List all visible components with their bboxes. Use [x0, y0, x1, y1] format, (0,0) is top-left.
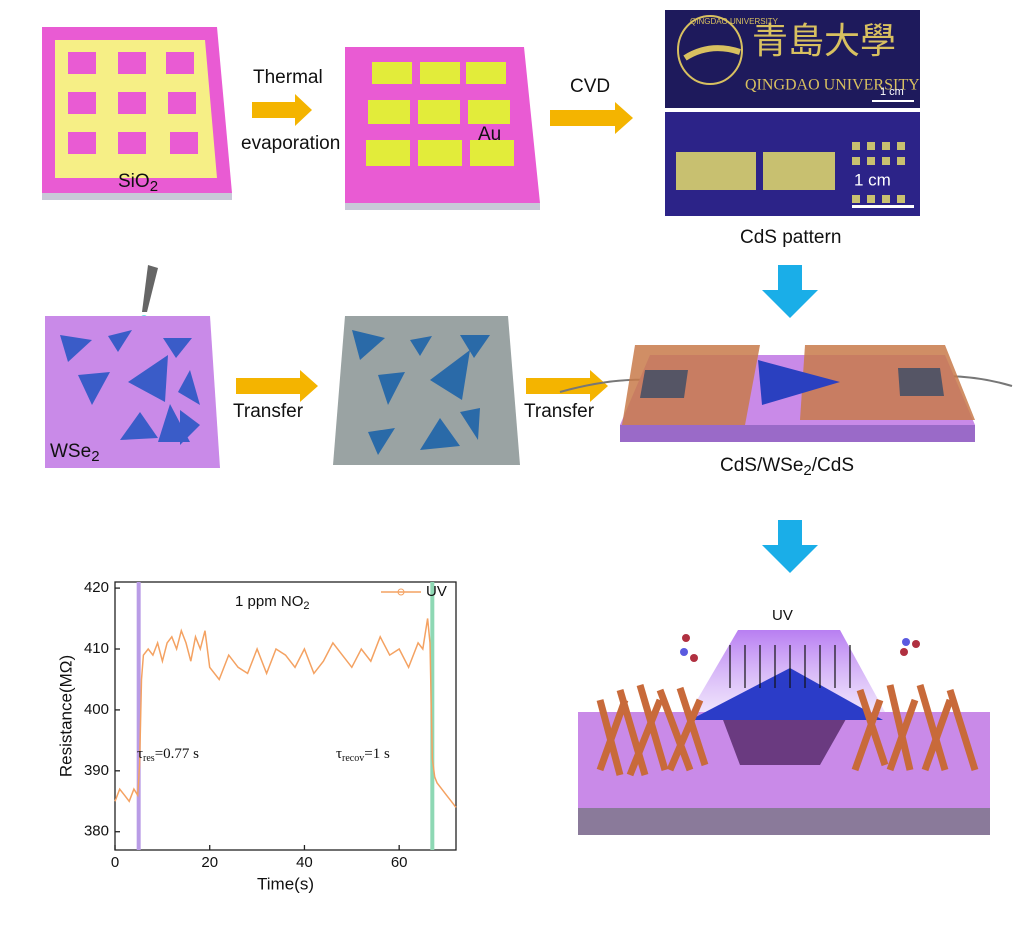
- y-tick-label: 410: [84, 640, 109, 657]
- arrow-label: Transfer: [524, 401, 595, 422]
- arrow: [526, 370, 608, 402]
- uv-label: UV: [772, 607, 793, 624]
- arrow: [762, 520, 818, 573]
- substrate-3: WSe2: [45, 265, 220, 468]
- x-tick-label: 60: [391, 854, 408, 871]
- substrate-4: [333, 316, 520, 465]
- substrate-2: Au: [345, 47, 540, 210]
- arrow: [236, 370, 318, 402]
- scale-label: 1 cm: [854, 170, 891, 189]
- logo-english: QINGDAO UNIVERSITY: [745, 77, 920, 94]
- wse2-label: WSe2: [50, 441, 100, 465]
- substrate-1: SiO2: [42, 27, 232, 200]
- y-tick-label: 380: [84, 823, 109, 840]
- arrow-label: Transfer: [233, 401, 304, 422]
- y-axis-label: Resistance(MΩ): [56, 655, 75, 777]
- arrow: [762, 265, 818, 318]
- x-tick-label: 20: [201, 854, 218, 871]
- plot-frame: [114, 581, 457, 851]
- arrow-label: Thermal: [253, 67, 323, 88]
- y-tick-label: 400: [84, 701, 109, 718]
- y-tick-label: 390: [84, 762, 109, 779]
- x-tick-label: 40: [296, 854, 313, 871]
- legend-swatch: [397, 588, 405, 596]
- title-part: 1 ppm NO: [235, 593, 303, 610]
- annotation-part: τ: [137, 746, 143, 762]
- logo-ring: QINGDAO UNIVERSITY: [690, 17, 779, 26]
- chart: 380 390 400 410 420 0 20 40 60 Time(s) Resistance(…: [56, 579, 457, 893]
- annotation: τres=0.77 s: [137, 746, 199, 764]
- scale-label: 1 cm: [880, 86, 904, 98]
- x-tick-label: 0: [111, 854, 119, 871]
- annotation-part: res: [143, 753, 155, 764]
- chart-title: 1 ppm NO2: [235, 593, 309, 612]
- data-line: [114, 618, 457, 808]
- x-axis-label: Time(s): [257, 874, 314, 893]
- caption: CdS pattern: [740, 227, 841, 248]
- au-label: Au: [478, 124, 501, 145]
- device-uv: [578, 630, 990, 835]
- arrow: [252, 94, 312, 126]
- legend-label: UV: [426, 583, 447, 600]
- substrate-label: SiO2: [118, 171, 158, 195]
- device: [559, 345, 1013, 442]
- logo-chinese: 青島大學: [752, 21, 896, 62]
- arrow-label: CVD: [570, 76, 610, 97]
- arrow: [550, 102, 633, 134]
- annotation-part: τ: [336, 746, 342, 762]
- annotation: τrecov=1 s: [336, 746, 390, 764]
- title-part: 2: [303, 600, 309, 612]
- y-tick-label: 420: [84, 579, 109, 596]
- annotation-part: =1 s: [364, 746, 390, 762]
- caption: CdS/WSe2/CdS: [720, 455, 854, 479]
- photo: QINGDAO UNIVERSITY 青島大學 QINGDAO UNIVERSI…: [665, 10, 920, 216]
- arrow-label: evaporation: [241, 133, 340, 154]
- annotation-part: recov: [342, 753, 364, 764]
- annotation-part: =0.77 s: [155, 746, 199, 762]
